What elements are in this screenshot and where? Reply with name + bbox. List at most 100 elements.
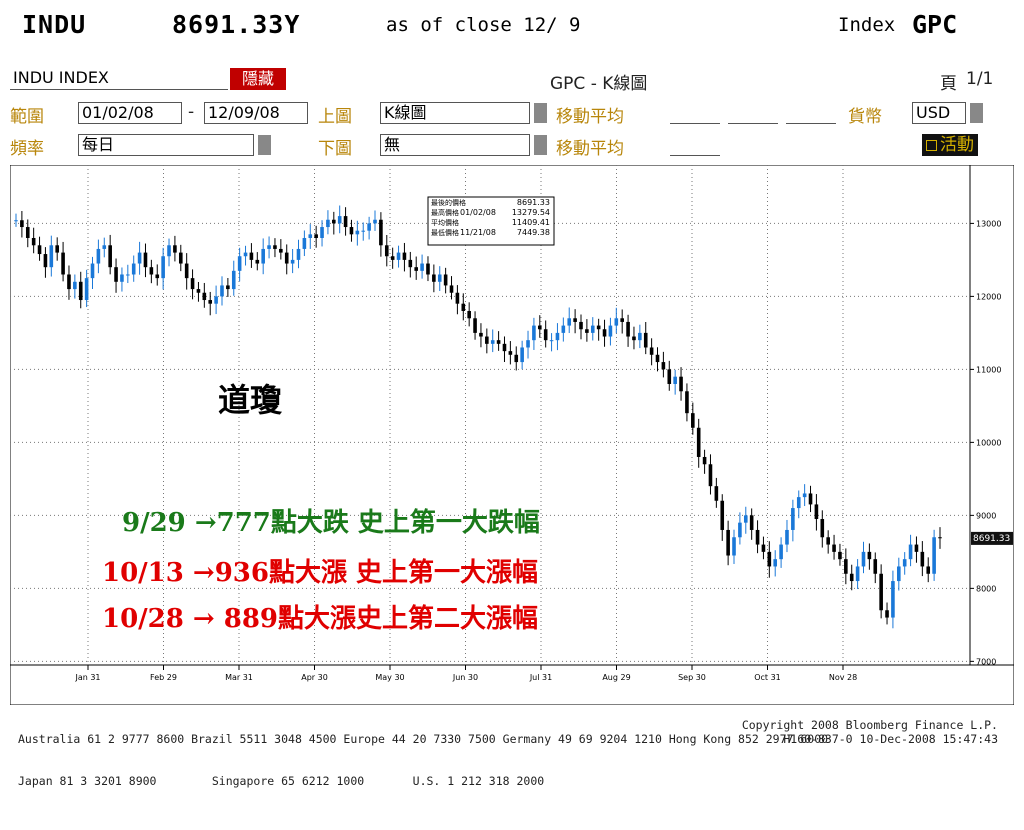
candle-body bbox=[61, 252, 65, 275]
candle-body bbox=[897, 566, 901, 582]
candle-body bbox=[485, 336, 489, 344]
page-label: 頁 bbox=[940, 74, 957, 94]
candle-body bbox=[526, 340, 530, 348]
candle-body bbox=[443, 274, 448, 286]
candle-body bbox=[632, 336, 636, 341]
active-button[interactable]: 活動 bbox=[922, 134, 978, 156]
candle-body bbox=[585, 329, 589, 333]
x-tick-label: Mar 31 bbox=[225, 673, 253, 682]
candle-body bbox=[149, 267, 154, 275]
candle-body bbox=[490, 340, 495, 344]
candle-body bbox=[55, 245, 59, 253]
candle-body bbox=[220, 285, 224, 297]
candle-body bbox=[537, 325, 542, 330]
candle-body bbox=[279, 248, 283, 253]
candle-body bbox=[25, 227, 30, 238]
candle-body bbox=[367, 223, 371, 231]
upper-chart-dropdown-icon[interactable] bbox=[534, 103, 547, 123]
candle-body bbox=[167, 245, 171, 257]
candle-body bbox=[767, 551, 772, 567]
active-button-label: 活動 bbox=[940, 135, 974, 155]
x-tick-label: Sep 30 bbox=[678, 673, 706, 682]
candle-body bbox=[855, 566, 860, 582]
frequency-label: 頻率 bbox=[10, 139, 44, 159]
candle-body bbox=[361, 230, 366, 232]
lower-chart-dropdown-icon[interactable] bbox=[534, 135, 547, 155]
upper-chart-label: 上圖 bbox=[318, 107, 352, 127]
currency-field[interactable]: USD bbox=[912, 102, 966, 124]
moving-average-field-4[interactable] bbox=[670, 134, 720, 156]
moving-average-field-2[interactable] bbox=[728, 102, 778, 124]
candle-body bbox=[226, 285, 230, 290]
candle-body bbox=[255, 259, 260, 264]
candle-body bbox=[867, 551, 872, 560]
stats-row-1-date: 01/02/08 bbox=[460, 208, 496, 217]
candle-body bbox=[808, 493, 813, 505]
candle-body bbox=[626, 321, 630, 337]
security-field[interactable]: INDU INDEX bbox=[10, 68, 228, 90]
moving-average-label: 移動平均 bbox=[556, 107, 624, 127]
frequency-dropdown-icon[interactable] bbox=[258, 135, 271, 155]
x-tick-label: Jul 31 bbox=[529, 673, 552, 682]
stats-row-3-value: 7449.38 bbox=[517, 228, 550, 237]
stats-row-1-label: 最高價格 bbox=[431, 208, 459, 217]
candle-body bbox=[108, 245, 112, 268]
annotation-line-1: 9/29 →777點大跌 史上第一大跌幅 bbox=[122, 507, 540, 538]
as-of-date: as of close 12/ 9 bbox=[386, 14, 581, 36]
candle-body bbox=[549, 340, 554, 342]
y-tick-label: 13000 bbox=[976, 219, 1001, 228]
candle-body bbox=[738, 522, 742, 538]
candle-body bbox=[661, 362, 666, 370]
candle-body bbox=[708, 464, 713, 487]
candle-body bbox=[614, 318, 619, 326]
candle-body bbox=[749, 515, 754, 530]
candle-body bbox=[885, 610, 889, 618]
candle-body bbox=[202, 292, 207, 301]
candle-body bbox=[785, 529, 789, 545]
x-tick-label: Apr 30 bbox=[301, 673, 328, 682]
x-tick-label: Jan 31 bbox=[74, 673, 100, 682]
candle-body bbox=[102, 245, 107, 249]
candle-body bbox=[555, 332, 560, 341]
candle-body bbox=[43, 254, 48, 268]
candle-body bbox=[467, 310, 471, 319]
candle-body bbox=[96, 248, 101, 264]
candle-body bbox=[67, 274, 71, 290]
chart-frame bbox=[10, 165, 1014, 705]
x-tick-label: Oct 31 bbox=[754, 673, 781, 682]
candle-body bbox=[120, 274, 124, 282]
upper-chart-select[interactable]: K線圖 bbox=[380, 102, 530, 124]
footer-copyright: Copyright 2008 Bloomberg Finance L.P. bbox=[741, 718, 998, 732]
candle-body bbox=[743, 515, 748, 523]
range-from-field[interactable]: 01/02/08 bbox=[78, 102, 182, 124]
lower-chart-select[interactable]: 無 bbox=[380, 134, 530, 156]
x-tick-label: May 30 bbox=[375, 673, 404, 682]
candle-body bbox=[337, 216, 342, 224]
currency-dropdown-icon[interactable] bbox=[970, 103, 983, 123]
footer-line-2: Japan 81 3 3201 8900 Singapore 65 6212 1… bbox=[18, 774, 545, 788]
moving-average-field-3[interactable] bbox=[786, 102, 836, 124]
candle-body bbox=[214, 296, 218, 304]
panel-row-2: 範圍 01/02/08 - 12/09/08 上圖 K線圖 移動平均 貨幣 US… bbox=[10, 102, 1014, 128]
chart-area: 7000 8000 9000 10000 11000 12000 13000 Jan 31 F… bbox=[10, 165, 1014, 705]
candle-body bbox=[608, 325, 613, 337]
x-tick-labels: Jan 31 Feb 29 Mar 31 Apr 30 May 30 Jun 30 Jul … bbox=[74, 665, 857, 682]
moving-average-field-1[interactable] bbox=[670, 102, 720, 124]
candlestick-chart: 7000 8000 9000 10000 11000 12000 13000 Jan 31 F… bbox=[10, 165, 1014, 705]
hide-button[interactable]: 隱藏 bbox=[230, 68, 286, 90]
candle-body bbox=[461, 303, 466, 311]
candle-body bbox=[685, 391, 689, 414]
candle-body bbox=[679, 376, 683, 392]
candle-body bbox=[161, 256, 165, 279]
x-tick-label: Feb 29 bbox=[150, 673, 177, 682]
candle-body bbox=[131, 263, 136, 275]
candle-body bbox=[643, 332, 648, 348]
frequency-select[interactable]: 每日 bbox=[78, 134, 254, 156]
range-to-field[interactable]: 12/09/08 bbox=[204, 102, 308, 124]
candle-body bbox=[814, 504, 819, 520]
candle-body bbox=[296, 248, 301, 260]
candle-body bbox=[231, 270, 236, 290]
candle-body bbox=[408, 259, 413, 268]
footer-contacts: Australia 61 2 9777 8600 Brazil 5511 304… bbox=[18, 704, 1008, 830]
candle-body bbox=[532, 325, 536, 341]
